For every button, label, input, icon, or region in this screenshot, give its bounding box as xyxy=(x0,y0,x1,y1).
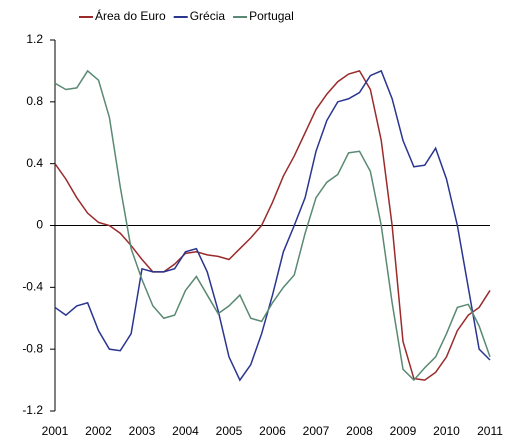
x-tick-label: 2008 xyxy=(346,424,373,438)
series-line xyxy=(54,69,491,382)
x-tick-label: 2002 xyxy=(85,424,112,438)
x-tick-label: 2004 xyxy=(172,424,199,438)
x-tick-label: 2007 xyxy=(303,424,330,438)
y-tick-label: 0.8 xyxy=(26,94,43,108)
y-tick-label: 1.2 xyxy=(26,32,43,46)
x-tick-label: 2006 xyxy=(259,424,286,438)
series-line xyxy=(54,69,491,382)
legend-label: Área do Euro xyxy=(95,8,166,23)
x-tick-label: 2010 xyxy=(433,424,460,438)
x-tick-label: 2011 xyxy=(477,424,503,438)
x-tick-label: 2003 xyxy=(129,424,156,438)
y-tick-label: 0.4 xyxy=(26,156,43,170)
y-tick-label: -1.2 xyxy=(22,403,43,417)
series-line xyxy=(54,70,491,381)
legend-label: Grécia xyxy=(190,9,226,23)
legend-label: Portugal xyxy=(249,9,294,23)
x-tick-label: 2001 xyxy=(42,424,69,438)
y-tick-label: -0.4 xyxy=(22,280,43,294)
x-tick-label: 2009 xyxy=(390,424,417,438)
x-tick-label: 2005 xyxy=(216,424,243,438)
y-tick-label: 0 xyxy=(36,218,43,232)
y-tick-label: -0.8 xyxy=(22,341,43,355)
